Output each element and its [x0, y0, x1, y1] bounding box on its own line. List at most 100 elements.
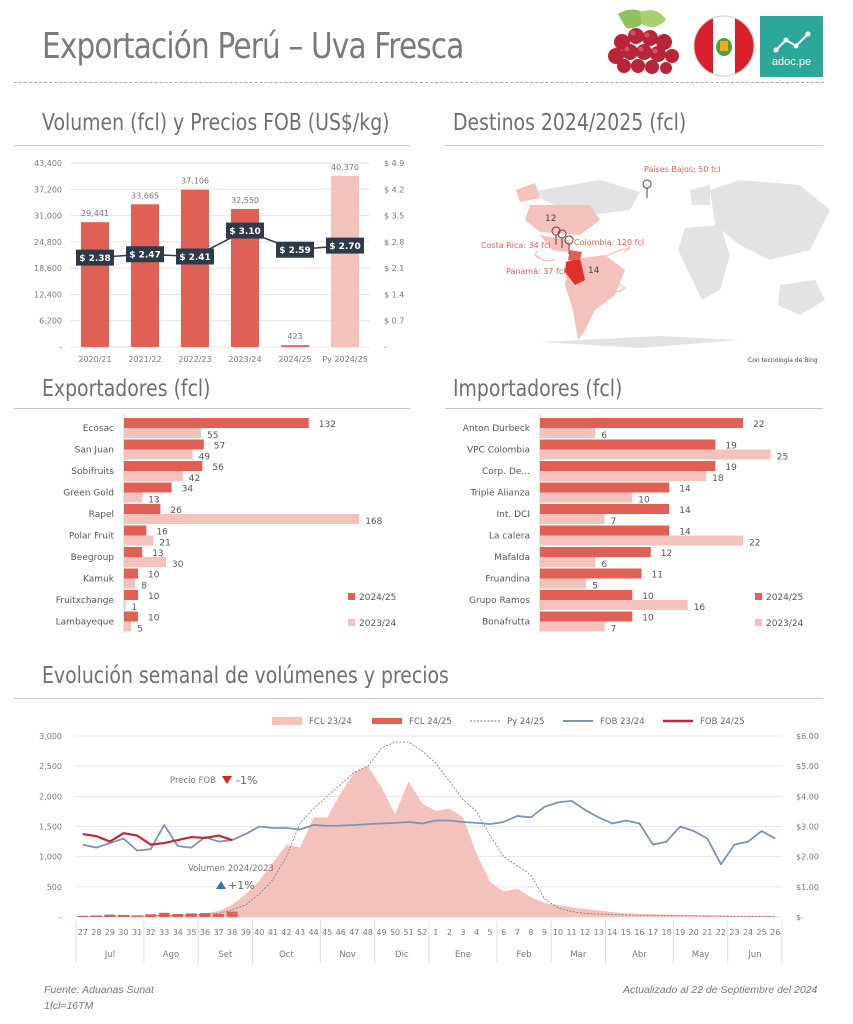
bar-2023-24 [540, 471, 707, 481]
category-label: Int. DCI [497, 510, 530, 520]
bar-2024-25 [540, 590, 633, 600]
bar-2024-25 [124, 590, 138, 600]
y-tick-label: 3,000 [39, 732, 62, 741]
volume-value-label: 29,441 [81, 209, 109, 218]
map-alaska [516, 183, 540, 202]
legend-label-2023-24: 2023/24 [359, 619, 397, 629]
value-label-2024-25: 19 [725, 442, 737, 452]
week-label: 31 [132, 928, 142, 937]
annotation-volumen: Volumen 2024/2023 [188, 864, 274, 874]
category-label: Mafalda [494, 553, 530, 563]
week-label: 50 [390, 928, 400, 937]
value-label-2023-24: 10 [638, 496, 650, 506]
bar-2023-24 [124, 621, 131, 632]
price-label: $ 2.38 [79, 254, 111, 264]
y2-tick-label: $5.00 [796, 762, 819, 771]
section-title-destinos: Destinos 2024/2025 (fcl) [453, 110, 687, 136]
value-label-2024-25: 132 [319, 420, 336, 430]
week-label: 25 [757, 928, 767, 937]
week-label: 24 [743, 928, 753, 937]
adoc-logo: adoc.pe [760, 16, 823, 77]
price-label: $ 2.41 [179, 253, 211, 263]
category-label: Fruitxchange [56, 596, 115, 606]
map-peru [565, 258, 585, 285]
bar-2023-24 [540, 514, 605, 524]
bar-2023-24 [124, 578, 136, 589]
category-label: Lambayeque [56, 618, 115, 628]
value-label-2023-24: 16 [694, 603, 706, 613]
bar-2023-24 [540, 449, 771, 460]
week-label: 46 [336, 928, 346, 937]
price-label-box [126, 246, 164, 263]
legend-swatch-2023-24 [348, 619, 355, 626]
month-label: Jun [747, 950, 761, 960]
category-label: Grupo Ramos [469, 596, 530, 606]
y-tick-label: - [59, 913, 62, 922]
week-label: 7 [515, 928, 520, 937]
y2-tick-label: $ 2.1 [384, 264, 404, 273]
week-label: 26 [770, 928, 780, 937]
bar-fcl-24-25 [226, 911, 238, 917]
line-fob-24-25 [82, 832, 233, 846]
month-label: Nov [339, 950, 356, 960]
category-label: Fruandina [485, 575, 530, 585]
y2-tick-label: $ 1.4 [384, 290, 404, 299]
y-tick-label: 18,600 [34, 264, 62, 273]
category-label: San Juan [75, 446, 114, 456]
week-label: 27 [78, 928, 88, 937]
value-label-2023-24: 7 [611, 625, 617, 635]
value-label-2024-25: 22 [753, 420, 764, 430]
category-label: Ecosac [83, 424, 114, 434]
value-label-2023-24: 7 [611, 517, 617, 527]
value-label-2023-24: 5 [592, 582, 598, 592]
category-label: Rapel [89, 510, 114, 520]
month-label: Ene [455, 950, 471, 960]
volumen-chart: - - 6,200 $ 0.7 12,400 $ 1.4 18,600 $ 2.1 24,800… [34, 159, 404, 364]
value-label-2023-24: 25 [777, 453, 788, 463]
value-label-2024-25: 10 [642, 592, 654, 602]
bar-fcl-24-25 [77, 915, 89, 917]
week-label: 12 [580, 928, 590, 937]
bar-2023-24 [540, 600, 688, 610]
bar-2023-24 [540, 621, 605, 632]
adoc-logo-text: adoc.pe [771, 56, 812, 68]
week-label: 47 [349, 928, 359, 937]
volume-bar [181, 189, 209, 347]
week-label: 36 [200, 928, 210, 937]
value-label-2023-24: 8 [141, 582, 147, 592]
value-label-2024-25: 56 [212, 463, 224, 473]
y-tick-label: 12,400 [34, 290, 62, 299]
area-fcl-23-24 [82, 766, 776, 917]
week-label: 49 [376, 928, 386, 937]
category-label: Polar Fruit [69, 532, 115, 542]
category-label: Bonafrutta [482, 618, 530, 628]
map-usa [525, 205, 600, 235]
category-label: La calera [489, 532, 530, 542]
value-label-2024-25: 10 [148, 614, 160, 624]
week-label: 43 [295, 928, 305, 937]
bar-2024-25 [124, 611, 138, 622]
volume-value-label: 33,665 [131, 191, 159, 200]
y-tick-label: 500 [47, 883, 62, 892]
week-label: 1 [433, 928, 438, 937]
bar-2024-25 [540, 461, 716, 471]
week-label: 45 [322, 928, 332, 937]
week-label: 48 [363, 928, 373, 937]
volume-bar [281, 345, 309, 347]
week-label: 33 [159, 928, 169, 937]
legend-fob-24-25-label: FOB 24/25 [700, 717, 745, 727]
y2-tick-label: - [384, 343, 387, 352]
legend-fcl-23-24-swatch [272, 717, 302, 725]
section-divider [14, 698, 823, 699]
value-label-2024-25: 14 [679, 506, 691, 516]
month-label: Dic [395, 950, 409, 960]
bar-2023-24 [124, 557, 166, 567]
map-colombia [568, 250, 582, 260]
bar-fcl-24-25 [199, 913, 211, 917]
price-label: $ 2.47 [129, 251, 161, 261]
legend-swatch-2024-25 [348, 593, 355, 600]
bar-2024-25 [124, 568, 138, 579]
value-label-2024-25: 10 [148, 592, 160, 602]
bar-fcl-24-25 [118, 914, 129, 917]
